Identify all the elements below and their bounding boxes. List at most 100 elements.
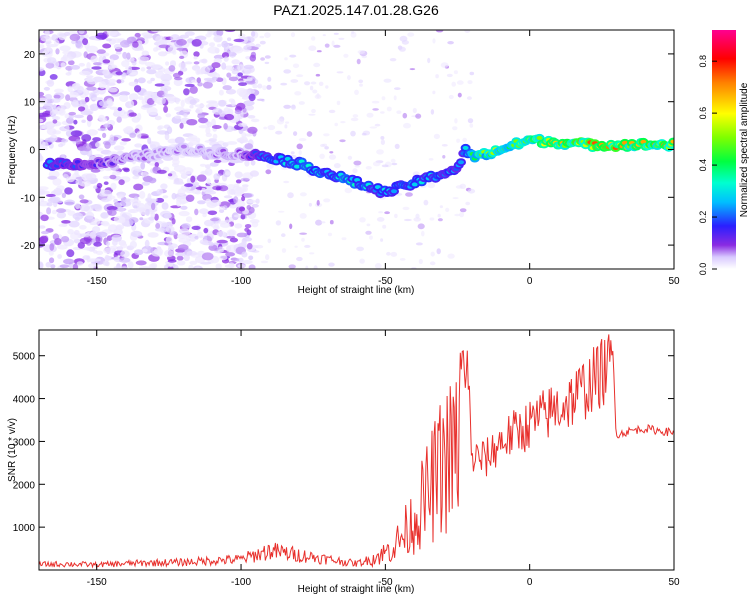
y-tick-label: -10 [21, 193, 36, 204]
heatmap-noise-cell [266, 163, 275, 169]
heatmap-noise-cell [427, 57, 431, 64]
heatmap-noise-cell [190, 175, 196, 183]
heatmap-noise-cell [39, 44, 45, 49]
heatmap-noise-cell [208, 242, 214, 247]
heatmap-noise-cell [231, 59, 240, 65]
heatmap-noise-cell [299, 213, 307, 219]
heatmap-noise-cell [135, 260, 147, 266]
heatmap-noise-cell [324, 43, 330, 48]
spectrogram-y-label: Frequency (Hz) [7, 116, 18, 185]
heatmap-noise-cell [209, 199, 222, 207]
heatmap-noise-cell [177, 244, 189, 251]
heatmap-noise-cell [57, 244, 68, 250]
heatmap-noise-cell [129, 240, 137, 249]
heatmap-noise-cell [184, 61, 193, 65]
heatmap-noise-cell [171, 218, 176, 225]
heatmap-noise-cell [71, 99, 79, 108]
heatmap-noise-cell [433, 133, 440, 140]
colorbar-gradient [712, 30, 736, 269]
heatmap-noise-cell [459, 208, 467, 213]
heatmap-noise-cell [327, 232, 333, 237]
heatmap-noise-cell [243, 64, 254, 70]
heatmap-noise-cell [166, 126, 173, 134]
heatmap-noise-cell [244, 224, 252, 229]
heatmap-noise-cell [119, 141, 127, 146]
colorbar-tick-label: 0.0 [698, 263, 708, 276]
heatmap-noise-cell [314, 94, 322, 100]
heatmap-noise-cell [209, 42, 215, 47]
heatmap-noise-cell [52, 119, 58, 124]
heatmap-noise-cell [90, 168, 101, 173]
heatmap-noise-cell [235, 187, 245, 195]
heatmap-noise-cell [70, 130, 83, 137]
heatmap-noise-cell [46, 193, 56, 198]
heatmap-noise-cell [89, 258, 101, 262]
heatmap-noise-cell [116, 79, 122, 84]
heatmap-noise-cell [155, 71, 165, 79]
heatmap-noise-cell [162, 195, 169, 199]
heatmap-noise-cell [158, 44, 171, 49]
heatmap-noise-cell [163, 81, 170, 86]
heatmap-noise-cell [80, 110, 93, 116]
heatmap-noise-cell [402, 112, 408, 119]
heatmap-noise-cell [228, 160, 241, 164]
heatmap-noise-cell [308, 113, 316, 116]
heatmap-noise-cell [246, 242, 253, 250]
heatmap-noise-cell [49, 110, 55, 116]
heatmap-noise-cell [50, 264, 56, 269]
heatmap-noise-cell [68, 220, 80, 228]
heatmap-noise-cell [196, 174, 207, 182]
heatmap-noise-cell [249, 170, 259, 177]
heatmap-noise-cell [167, 173, 173, 177]
heatmap-noise-cell [391, 162, 398, 166]
heatmap-noise-cell [158, 39, 170, 44]
heatmap-noise-cell [61, 236, 70, 243]
heatmap-noise-cell [437, 213, 441, 218]
heatmap-noise-cell [167, 45, 176, 54]
heatmap-noise-cell [265, 169, 272, 175]
heatmap-noise-cell [73, 114, 84, 119]
heatmap-noise-cell [469, 71, 475, 76]
heatmap-noise-cell [78, 30, 85, 35]
heatmap-noise-cell [250, 31, 256, 37]
heatmap-noise-cell [82, 255, 90, 260]
heatmap-noise-cell [198, 125, 210, 129]
heatmap-noise-cell [336, 71, 344, 74]
heatmap-noise-cell [267, 238, 272, 244]
heatmap-noise-cell [402, 206, 410, 211]
heatmap-noise-cell [427, 182, 436, 189]
heatmap-noise-cell [207, 121, 212, 128]
heatmap-noise-cell [316, 50, 322, 53]
heatmap-noise-cell [213, 35, 223, 43]
heatmap-noise-cell [47, 175, 58, 180]
heatmap-noise-cell [198, 117, 208, 124]
heatmap-noise-cell [196, 77, 201, 84]
heatmap-noise-cell [459, 212, 465, 218]
heatmap-noise-cell [96, 182, 103, 189]
heatmap-noise-cell [47, 122, 58, 127]
heatmap-noise-cell [415, 213, 420, 219]
heatmap-noise-cell [333, 44, 341, 48]
heatmap-noise-cell [146, 98, 155, 105]
heatmap-noise-cell [165, 113, 172, 118]
heatmap-noise-cell [165, 95, 177, 102]
heatmap-noise-cell [79, 204, 91, 212]
heatmap-noise-cell [372, 108, 379, 111]
heatmap-noise-cell [44, 30, 50, 37]
heatmap-noise-cell [459, 183, 466, 189]
heatmap-noise-cell [115, 224, 125, 230]
heatmap-noise-cell [132, 41, 139, 48]
heatmap-noise-cell [298, 150, 302, 156]
heatmap-noise-cell [136, 131, 142, 140]
heatmap-noise-cell [86, 247, 92, 251]
heatmap-noise-cell [415, 242, 423, 246]
heatmap-noise-cell [233, 38, 245, 43]
heatmap-noise-cell [154, 115, 162, 121]
heatmap-noise-cell [369, 235, 373, 240]
heatmap-noise-cell [82, 143, 92, 152]
heatmap-noise-cell [448, 94, 454, 100]
heatmap-noise-cell [90, 204, 102, 210]
heatmap-noise-cell [79, 233, 91, 238]
heatmap-noise-cell [133, 183, 144, 191]
heatmap-noise-cell [466, 96, 472, 100]
